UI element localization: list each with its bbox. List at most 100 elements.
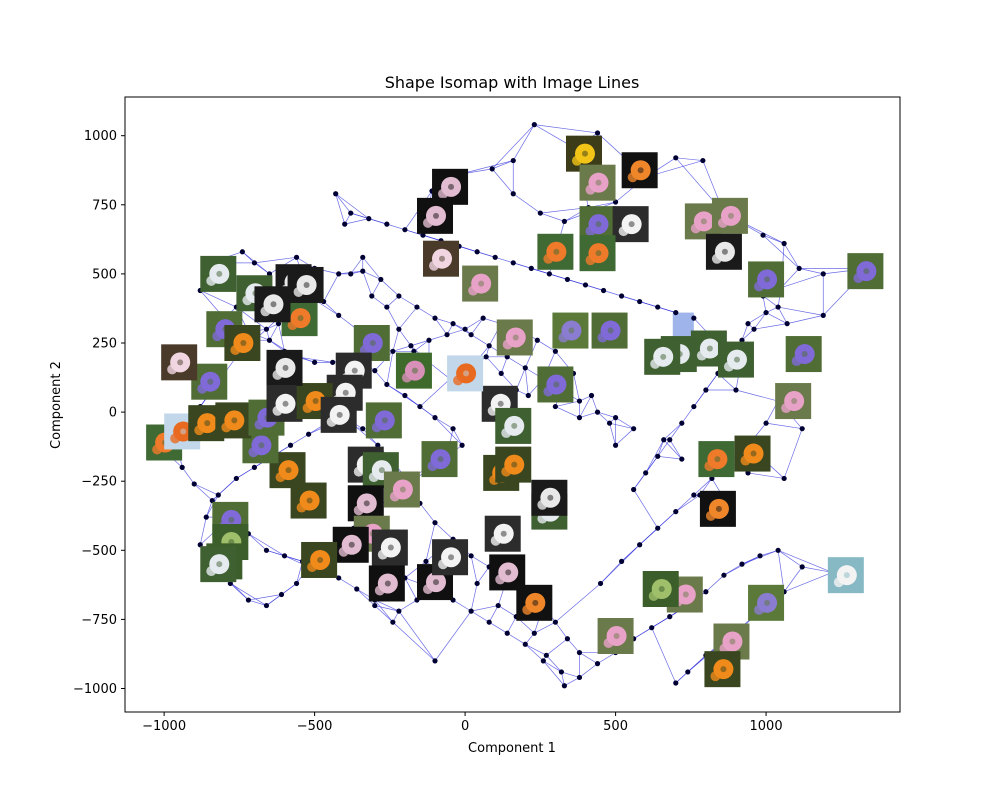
flower-thumbnail <box>224 325 261 361</box>
graph-edge <box>428 334 448 341</box>
data-point <box>594 409 601 415</box>
flower-thumbnail <box>200 546 237 583</box>
data-point <box>450 321 456 327</box>
flower-center <box>714 456 721 463</box>
x-tick-label: −1000 <box>142 719 186 734</box>
axes: −1000 −500 0 500 1000 −1000 −750 −500 −250 0 250 50… <box>73 96 901 734</box>
graph-edge <box>615 428 634 446</box>
data-point <box>594 661 601 667</box>
data-point <box>594 130 601 136</box>
flower-petal <box>389 491 400 502</box>
graph-edge <box>675 157 703 161</box>
graph-edge <box>410 339 430 347</box>
data-point <box>489 166 495 172</box>
flower-thumbnail <box>254 286 291 323</box>
graph-edge <box>248 533 267 551</box>
data-point <box>510 260 516 266</box>
data-point <box>263 602 270 609</box>
flower-thumbnail <box>301 541 338 578</box>
graph-edge <box>488 605 499 623</box>
flower-center <box>720 666 727 673</box>
data-point <box>396 293 402 299</box>
x-tick-label: 0 <box>461 719 469 734</box>
flower-center <box>801 351 808 358</box>
flower-petal <box>167 364 178 375</box>
graph-edge <box>338 315 357 330</box>
data-point <box>504 630 510 636</box>
flower-petal <box>338 546 349 557</box>
data-point <box>525 392 531 399</box>
graph-edge <box>248 533 285 557</box>
flower-center <box>258 442 265 449</box>
data-point <box>432 658 438 664</box>
data-point <box>378 276 384 283</box>
data-point <box>263 326 270 332</box>
graph-edge <box>452 323 472 336</box>
data-point <box>552 619 558 625</box>
graph-edge <box>591 395 598 413</box>
flower-thumbnail <box>462 265 499 302</box>
data-point <box>390 619 396 625</box>
graph-edge <box>248 599 267 606</box>
flower-petal <box>429 260 440 271</box>
data-point <box>227 580 233 587</box>
flower-center <box>342 389 349 396</box>
data-point <box>390 348 396 354</box>
data-point <box>528 265 534 271</box>
graph-edge <box>398 306 418 330</box>
graph-edge <box>335 193 352 214</box>
graph-edge <box>404 229 424 236</box>
data-point <box>336 271 342 277</box>
flower-center <box>700 218 707 225</box>
flower-center <box>282 400 289 407</box>
flower-thumbnail <box>287 266 324 303</box>
flower-center <box>297 315 304 322</box>
flower-petal <box>487 405 498 416</box>
graph-edge <box>762 295 779 308</box>
flower-center <box>204 420 211 427</box>
flower-petal <box>438 559 449 570</box>
graph-edge <box>579 395 592 418</box>
data-point <box>781 240 787 247</box>
graph-edge <box>374 605 394 623</box>
graph-edge <box>419 503 436 523</box>
data-point <box>781 475 787 482</box>
graph-edge <box>515 367 526 391</box>
flower-thumbnail <box>290 482 327 519</box>
data-point <box>685 669 691 675</box>
graph-edge <box>242 251 255 264</box>
graph-edge <box>374 605 399 612</box>
flower-center <box>369 340 376 346</box>
graph-edge <box>434 317 454 324</box>
graph-edge <box>374 599 400 612</box>
data-point <box>354 586 360 592</box>
data-point <box>402 392 408 399</box>
graph-edge <box>296 356 333 363</box>
flower-petal <box>522 604 533 615</box>
data-point <box>820 271 826 277</box>
flower-thumbnail <box>591 312 628 349</box>
data-point <box>384 304 390 310</box>
graph-edge <box>464 317 484 330</box>
x-axis-label: Component 1 <box>468 741 556 756</box>
graph-edge <box>777 550 803 568</box>
plot-area <box>146 122 884 689</box>
data-point <box>655 525 661 531</box>
data-point <box>561 683 568 689</box>
flower-center <box>216 270 223 277</box>
flower-center <box>547 494 554 501</box>
data-point <box>504 354 510 360</box>
data-point <box>709 475 715 482</box>
data-point <box>667 437 673 443</box>
flower-petal <box>152 444 163 455</box>
graph-edge <box>507 632 526 645</box>
data-point <box>179 464 185 470</box>
flower-center <box>387 544 394 551</box>
data-point <box>459 442 465 448</box>
y-tick-label: −500 <box>81 544 117 559</box>
data-point <box>576 674 583 681</box>
graph-edge <box>404 577 418 601</box>
data-point <box>251 260 258 266</box>
flower-center <box>581 150 588 157</box>
graph-edge <box>762 295 767 313</box>
